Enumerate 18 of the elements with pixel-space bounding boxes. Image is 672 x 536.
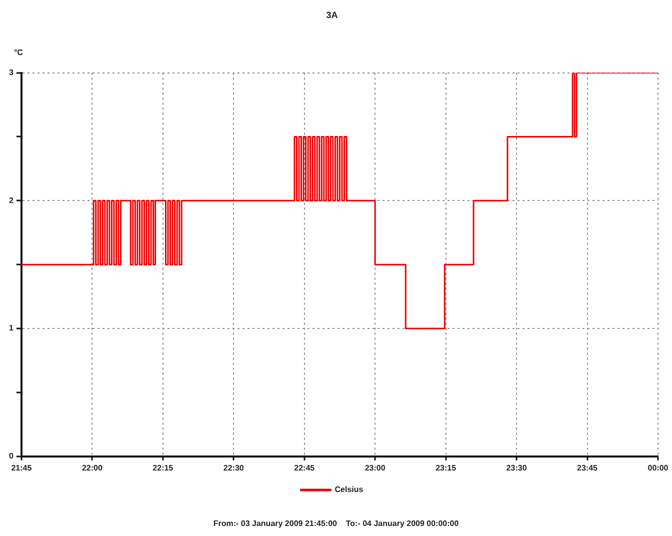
chart-title: 3A (326, 10, 338, 20)
x-tick-label: 22:30 (223, 463, 244, 472)
y-tick-label: 0 (8, 452, 14, 461)
y-axis-title: °C (14, 48, 24, 58)
legend-label: Celsius (334, 485, 364, 494)
x-tick-label: 22:45 (294, 463, 316, 472)
x-tick-label: 21:45 (11, 463, 32, 472)
x-tick-label: 23:30 (506, 463, 528, 472)
text: From:- 03 January 2009 21:45:00 To:- 04 January 2009 00:00:00 (213, 519, 460, 528)
x-tick-label: 23:15 (436, 463, 457, 472)
y-tick-label: 2 (8, 196, 14, 205)
y-tick-label: 1 (8, 324, 14, 333)
y-tick-label: 3 (8, 68, 14, 78)
x-tick-label: 23:45 (577, 463, 598, 472)
x-tick-label: 00:00 (648, 463, 669, 472)
x-tick-label: 23:00 (364, 463, 386, 472)
x-tick-label: 22:00 (82, 463, 103, 472)
x-tick-label: 22:15 (152, 463, 174, 472)
